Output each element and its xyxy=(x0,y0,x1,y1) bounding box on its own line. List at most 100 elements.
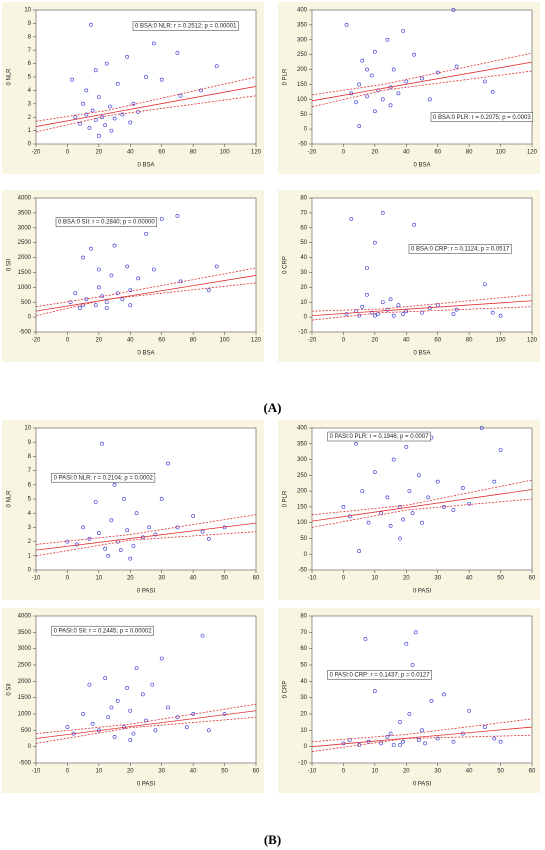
y-tick-label: 9 xyxy=(28,21,32,27)
data-point xyxy=(379,741,384,746)
y-tick-label: 7 xyxy=(28,48,32,54)
y-tick-label: 7 xyxy=(28,468,32,474)
data-point xyxy=(125,685,130,690)
data-point xyxy=(115,699,120,703)
data-point xyxy=(391,313,396,318)
data-point xyxy=(65,725,70,729)
ci-upper-line xyxy=(35,76,257,122)
data-point xyxy=(380,210,385,215)
data-point xyxy=(74,542,79,547)
data-point xyxy=(435,70,440,75)
data-point xyxy=(81,101,86,106)
x-tick-label: 20 xyxy=(96,150,103,156)
y-tick-label: 0 xyxy=(304,315,308,321)
x-tick-label: 20 xyxy=(127,576,134,582)
y-tick-label: 50 xyxy=(300,536,307,542)
y-tick-label: 10 xyxy=(300,728,307,734)
y-axis-label: 0 PLR xyxy=(283,490,289,507)
y-tick-label: 2500 xyxy=(18,240,32,246)
x-tick-label: 20 xyxy=(96,338,103,344)
annotation-box xyxy=(327,670,432,680)
annotation-box xyxy=(327,431,431,442)
x-tick-label: 60 xyxy=(253,576,260,582)
data-point xyxy=(490,89,495,94)
data-point xyxy=(454,307,459,312)
y-tick-label: 20 xyxy=(300,285,307,291)
data-point xyxy=(479,426,484,430)
x-tick-label: 60 xyxy=(253,769,260,775)
data-point xyxy=(427,97,432,102)
data-point xyxy=(372,240,377,245)
x-tick-label: 0 xyxy=(342,338,346,344)
data-point xyxy=(385,495,390,500)
data-point xyxy=(391,457,396,462)
x-axis-label: 0 PASI xyxy=(413,782,432,788)
data-point xyxy=(454,64,459,69)
y-tick-label: 9 xyxy=(28,440,32,446)
data-point xyxy=(118,548,123,553)
y-tick-label: 0 xyxy=(28,315,32,321)
data-point xyxy=(125,264,130,269)
ci-lower-line xyxy=(35,531,257,557)
ci-lower-line xyxy=(311,734,533,752)
annotation: 0 PASI:0 NLR: r = 0.2104; p = 0.0002 xyxy=(54,475,154,481)
data-point xyxy=(128,120,133,125)
data-point xyxy=(357,82,362,87)
data-point xyxy=(398,536,402,541)
fit-line xyxy=(35,275,257,312)
x-tick-label: 100 xyxy=(220,150,231,156)
plot-area xyxy=(311,615,533,764)
data-point xyxy=(372,313,377,318)
data-point xyxy=(407,712,412,716)
data-point xyxy=(410,663,415,667)
y-tick-label: 10 xyxy=(24,426,31,432)
x-tick-label: 50 xyxy=(221,769,228,775)
figure-label: (B) xyxy=(263,832,282,847)
ci-upper-line xyxy=(311,718,533,743)
data-point xyxy=(109,518,114,523)
data-point xyxy=(385,734,390,739)
fit-line xyxy=(35,85,257,127)
y-tick-label: 30 xyxy=(300,270,307,276)
data-point xyxy=(191,712,196,716)
data-point xyxy=(423,741,428,746)
x-tick-label: 20 xyxy=(127,769,134,775)
ci-lower-line xyxy=(35,282,257,317)
scatter-panel: -10 0 10 20 30 40 50 60 -500 0 500 1000 1500 2000 2500… xyxy=(2,608,264,793)
y-tick-label: -10 xyxy=(298,761,307,767)
y-tick-label: 100 xyxy=(297,520,308,526)
data-point xyxy=(206,536,211,541)
scatter-panel: -20 0 20 40 60 80 100 120 -500 0 500 1000 1500 2000 25… xyxy=(2,190,264,362)
y-tick-label: 3 xyxy=(28,525,32,531)
data-point xyxy=(109,128,114,133)
y-tick-label: 20 xyxy=(300,712,307,718)
data-point xyxy=(401,739,406,744)
data-point xyxy=(100,441,104,446)
x-axis-label: 0 PASI xyxy=(413,589,432,595)
data-point xyxy=(134,511,139,516)
data-point xyxy=(112,734,117,739)
data-point xyxy=(109,273,114,278)
x-tick-label: 120 xyxy=(527,338,538,344)
data-point xyxy=(140,692,145,697)
data-point xyxy=(442,692,446,697)
data-point xyxy=(84,88,89,93)
y-tick-label: 200 xyxy=(297,67,308,73)
x-tick-label: -20 xyxy=(308,338,317,344)
data-point xyxy=(404,445,409,449)
data-point xyxy=(106,553,111,558)
data-point xyxy=(96,531,101,535)
fit-line xyxy=(311,489,533,522)
data-point xyxy=(159,656,164,661)
data-point xyxy=(125,528,130,533)
x-tick-label: 0 xyxy=(66,576,70,582)
data-point xyxy=(357,124,362,129)
data-point xyxy=(70,77,75,82)
data-point xyxy=(398,720,402,725)
x-tick-label: 30 xyxy=(158,769,165,775)
data-point xyxy=(206,288,211,293)
x-tick-label: 10 xyxy=(372,769,379,775)
data-point xyxy=(360,489,365,494)
data-point xyxy=(498,739,503,744)
